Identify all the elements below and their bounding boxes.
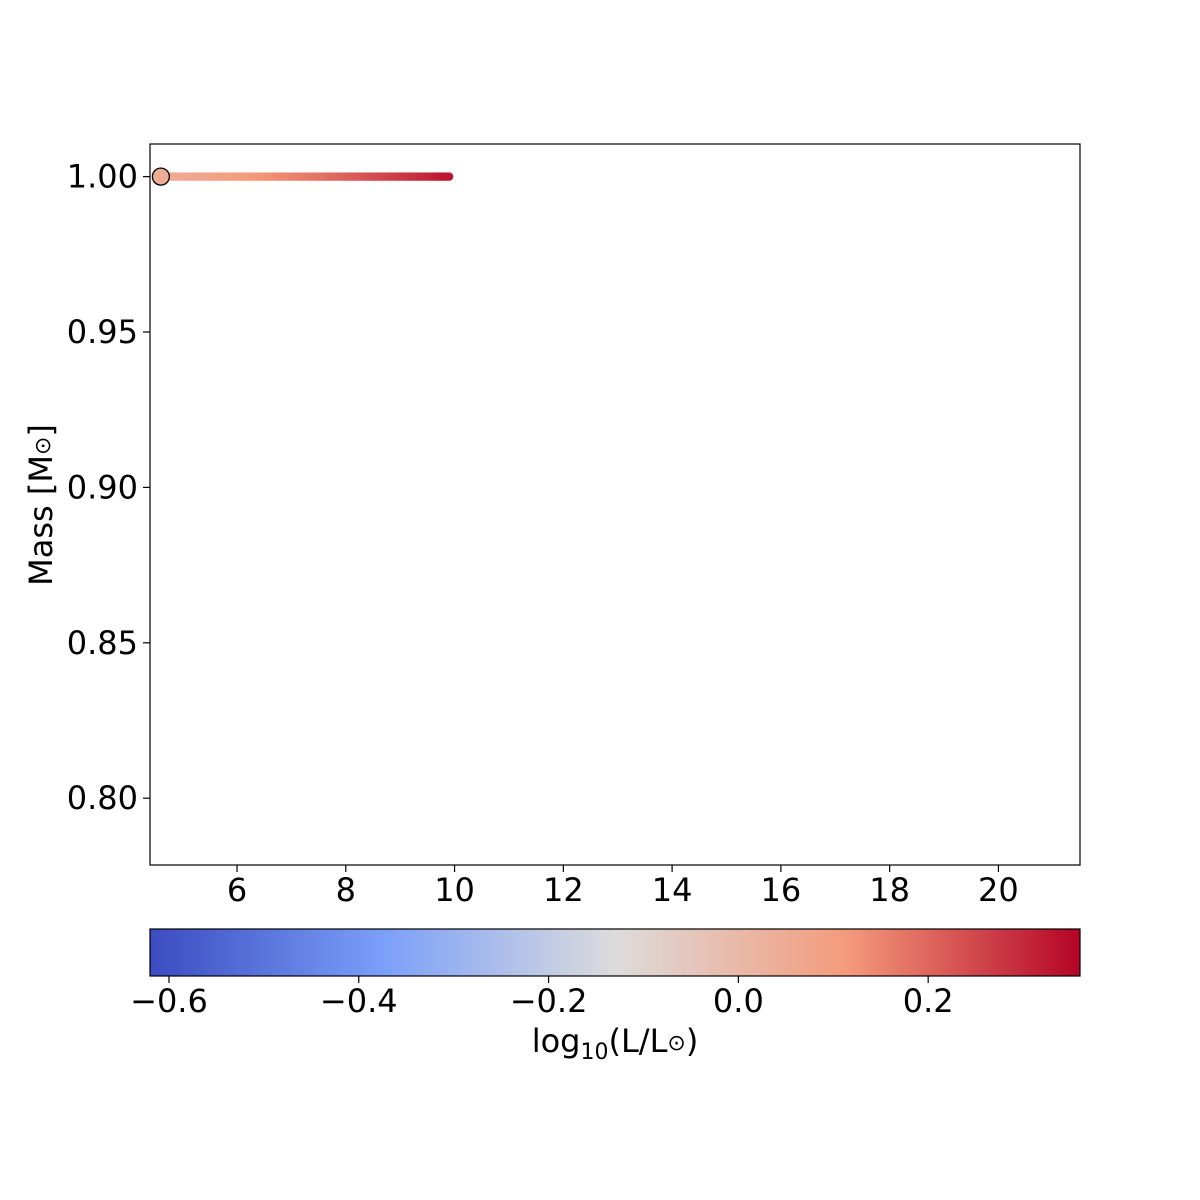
colorbar-tick-label: −0.2 [510, 982, 588, 1020]
start-marker-layer [151, 167, 171, 186]
colorbar-tick-label: −0.4 [320, 982, 398, 1020]
x-tick-label: 18 [869, 871, 910, 909]
colorbar [149, 928, 1081, 977]
y-axis: 0.80 0.85 0.90 0.95 1.00 [67, 158, 150, 817]
plot-frame [149, 143, 1081, 866]
colorbar-tick-label: 0.2 [903, 982, 954, 1020]
x-tick-label: 12 [543, 871, 584, 909]
y-tick-label: 0.95 [67, 313, 138, 351]
colorbar-axis: −0.6 −0.4 −0.2 0.0 0.2 [130, 976, 954, 1020]
y-axis-label: Mass [M⊙] [22, 424, 60, 586]
y-tick-label: 1.00 [67, 158, 138, 196]
y-tick-label: 0.85 [67, 624, 138, 662]
y-tick-label: 0.80 [67, 779, 138, 817]
x-tick-label: 14 [652, 871, 693, 909]
colorbar-tick-label: −0.6 [130, 982, 208, 1020]
x-tick-label: 20 [978, 871, 1019, 909]
x-tick-label: 10 [434, 871, 475, 909]
x-tick-label: 8 [336, 871, 356, 909]
track-point [444, 172, 454, 181]
x-axis: 6 8 10 12 14 16 18 20 [227, 865, 1019, 909]
y-tick-label: 0.90 [67, 468, 138, 506]
x-tick-label: 6 [227, 871, 247, 909]
x-tick-label: 16 [761, 871, 802, 909]
start-marker [151, 167, 171, 186]
colorbar-label: log10(L/L⊙) [532, 1022, 699, 1065]
colorbar-tick-label: 0.0 [713, 982, 764, 1020]
mass-track [156, 172, 454, 181]
